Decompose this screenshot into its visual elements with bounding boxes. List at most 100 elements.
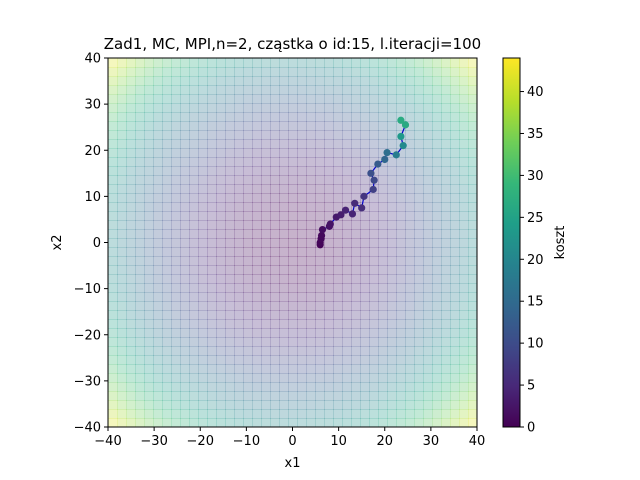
heatmap-cell (279, 283, 289, 293)
heatmap-cell (360, 274, 370, 284)
heatmap-cell (153, 202, 163, 212)
heatmap-cell (378, 94, 388, 104)
heatmap-cell (234, 247, 244, 257)
heatmap-cell (360, 166, 370, 176)
heatmap-cell (324, 310, 334, 320)
heatmap-cell (108, 121, 118, 131)
heatmap-cell (207, 139, 217, 149)
heatmap-cell (207, 274, 217, 284)
heatmap-cell (270, 373, 280, 383)
heatmap-cell (414, 418, 424, 427)
heatmap-cell (288, 139, 298, 149)
heatmap-cell (117, 166, 127, 176)
heatmap-cell (441, 139, 451, 149)
heatmap-cell (279, 94, 289, 104)
heatmap-cell (135, 274, 145, 284)
heatmap-cell (279, 247, 289, 257)
heatmap-cell (135, 67, 145, 77)
heatmap-cell (432, 139, 442, 149)
heatmap-cell (270, 85, 280, 95)
heatmap-cell (414, 76, 424, 86)
heatmap-cell (144, 400, 154, 410)
heatmap-cell (324, 121, 334, 131)
heatmap-cell (450, 103, 460, 113)
heatmap-cell (324, 157, 334, 167)
heatmap-cell (135, 76, 145, 86)
data-point (392, 151, 400, 159)
heatmap-cell (198, 382, 208, 392)
heatmap-cell (144, 247, 154, 257)
heatmap-cell (126, 139, 136, 149)
heatmap-cell (468, 130, 477, 140)
heatmap-cell (279, 328, 289, 338)
heatmap-cell (414, 193, 424, 203)
heatmap-cell (387, 256, 397, 266)
heatmap-cell (198, 184, 208, 194)
heatmap-cell (378, 202, 388, 212)
heatmap-cell (144, 319, 154, 329)
heatmap-cell (144, 382, 154, 392)
heatmap-cell (252, 130, 262, 140)
heatmap-cell (261, 112, 271, 122)
heatmap-cell (189, 175, 199, 185)
heatmap-cell (441, 274, 451, 284)
heatmap-cell (324, 319, 334, 329)
heatmap-cell (324, 166, 334, 176)
heatmap-cell (423, 337, 433, 347)
heatmap-cell (144, 76, 154, 86)
heatmap-cell (297, 220, 307, 230)
colorbar-tick-label: 30 (527, 169, 544, 184)
heatmap-cell (441, 265, 451, 275)
heatmap-cell (342, 409, 352, 419)
heatmap-cell (360, 364, 370, 374)
heatmap-cell (180, 58, 190, 68)
heatmap-cell (342, 85, 352, 95)
heatmap-cell (387, 58, 397, 68)
heatmap-cell (459, 400, 469, 410)
heatmap-cell (144, 166, 154, 176)
heatmap-cell (441, 382, 451, 392)
heatmap-cell (297, 121, 307, 131)
heatmap-cell (360, 229, 370, 239)
heatmap-cell (423, 418, 433, 427)
heatmap-cell (414, 139, 424, 149)
heatmap-cell (198, 157, 208, 167)
heatmap-cell (288, 211, 298, 221)
heatmap-cell (369, 373, 379, 383)
heatmap-cell (441, 301, 451, 311)
heatmap-cell (423, 292, 433, 302)
heatmap-cell (297, 112, 307, 122)
heatmap-cell (225, 337, 235, 347)
heatmap-cell (306, 202, 316, 212)
heatmap-cell (153, 166, 163, 176)
heatmap-cell (198, 265, 208, 275)
heatmap-cell (153, 130, 163, 140)
heatmap-cell (405, 139, 415, 149)
heatmap-cell (387, 382, 397, 392)
heatmap-cell (216, 211, 226, 221)
heatmap-cell (468, 265, 477, 275)
heatmap-cell (189, 121, 199, 131)
heatmap-cell (162, 85, 172, 95)
heatmap-cell (342, 346, 352, 356)
heatmap-cell (297, 76, 307, 86)
heatmap-cell (135, 202, 145, 212)
heatmap-cell (369, 139, 379, 149)
heatmap-cell (162, 67, 172, 77)
heatmap-cell (279, 355, 289, 365)
heatmap-cell (468, 67, 477, 77)
heatmap-cell (351, 409, 361, 419)
heatmap-cell (378, 238, 388, 248)
heatmap-cell (234, 391, 244, 401)
heatmap-cell (405, 58, 415, 68)
heatmap-cell (468, 319, 477, 329)
heatmap-cell (468, 103, 477, 113)
heatmap-cell (234, 139, 244, 149)
heatmap-cell (414, 328, 424, 338)
heatmap-cell (270, 112, 280, 122)
heatmap-cell (288, 337, 298, 347)
heatmap-cell (423, 238, 433, 248)
heatmap-cell (315, 247, 325, 257)
heatmap-cell (207, 94, 217, 104)
